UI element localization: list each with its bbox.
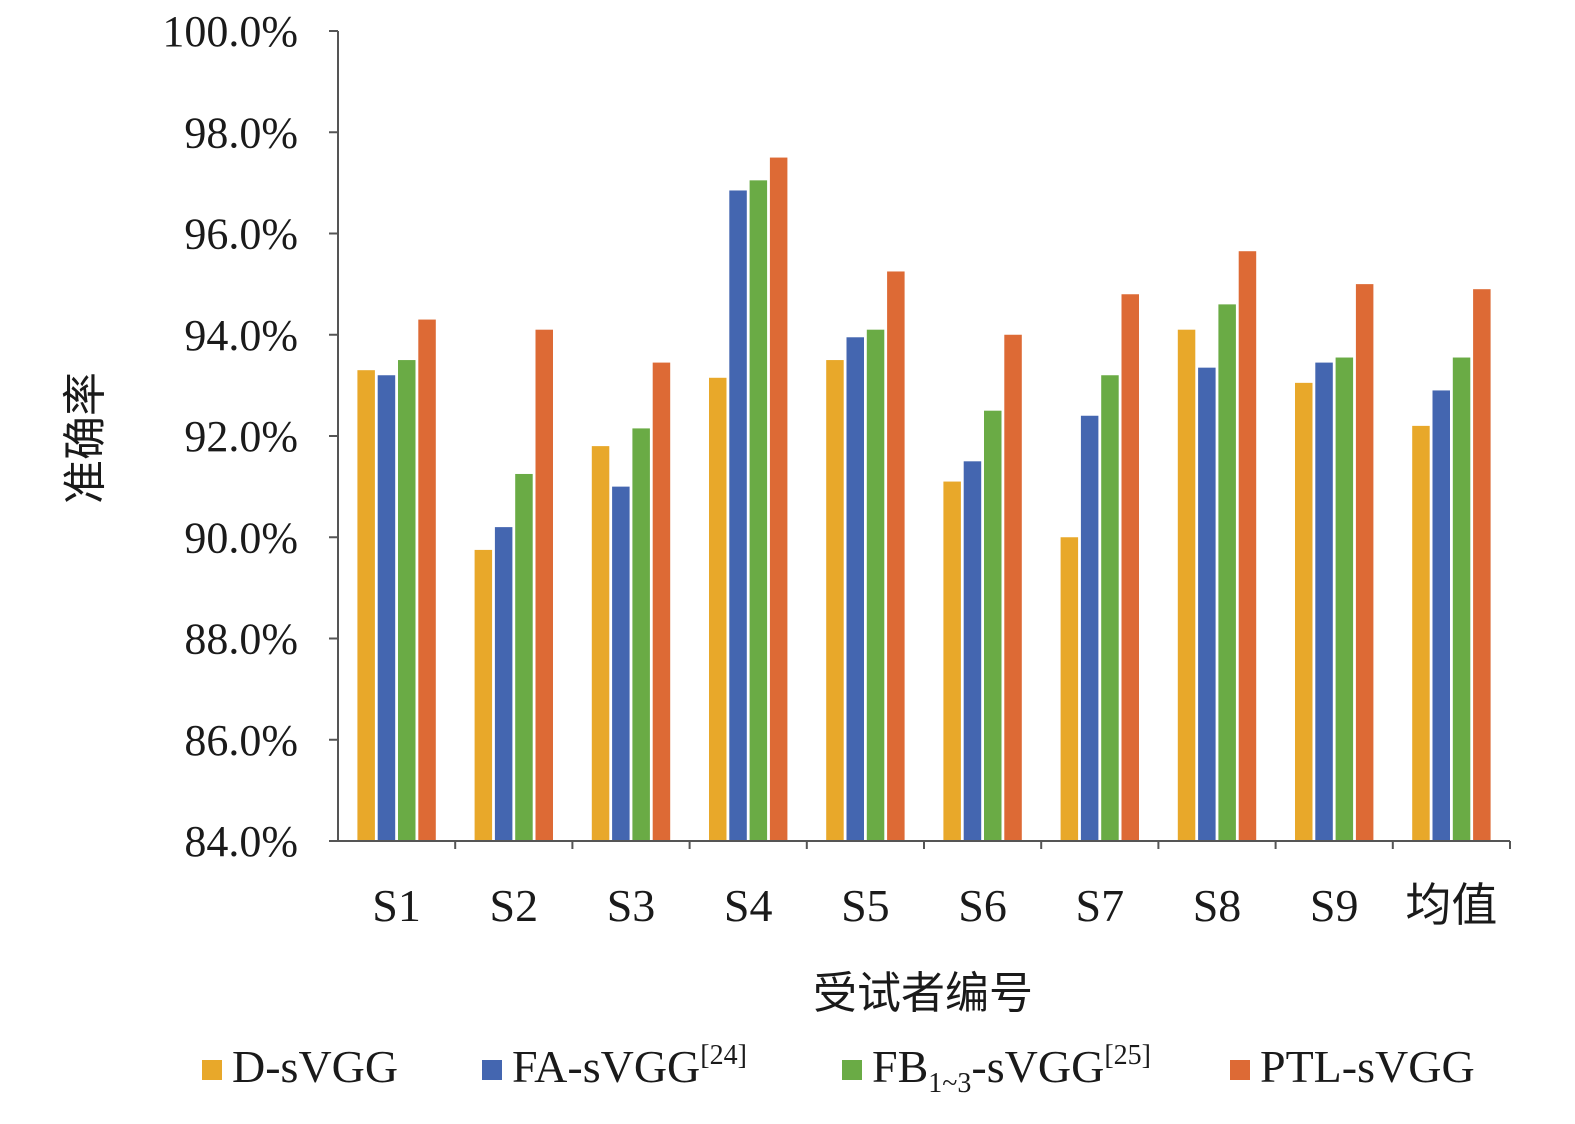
- bar: [769, 157, 788, 841]
- x-tick-label: S9: [1310, 880, 1359, 931]
- x-tick-label: S1: [372, 880, 421, 931]
- legend-swatch: [482, 1060, 502, 1080]
- bar: [1355, 284, 1374, 841]
- bars: [357, 157, 1491, 841]
- bar: [515, 473, 533, 841]
- x-tick-label: S7: [1076, 880, 1125, 931]
- y-tick-label: 92.0%: [184, 412, 298, 461]
- bar: [591, 446, 610, 841]
- bar: [729, 190, 747, 841]
- legend-label: FB1~3-sVGG[25]: [872, 1040, 1151, 1099]
- bar: [984, 410, 1002, 841]
- legend-label: PTL-sVGG: [1260, 1041, 1475, 1092]
- y-tick-label: 98.0%: [184, 108, 298, 157]
- x-tick-label: S3: [607, 880, 656, 931]
- bar: [1080, 415, 1099, 841]
- bar: [846, 337, 864, 841]
- legend-swatch: [1230, 1060, 1250, 1080]
- x-tick-label: S6: [958, 880, 1007, 931]
- bar: [963, 461, 982, 841]
- bar: [1101, 375, 1119, 841]
- bar: [1315, 362, 1333, 841]
- x-tick-label: S2: [490, 880, 539, 931]
- bar: [749, 180, 768, 841]
- bar: [1060, 537, 1079, 841]
- bar: [1121, 294, 1139, 841]
- bar: [709, 377, 727, 841]
- bar: [943, 481, 961, 841]
- bar: [1238, 251, 1257, 841]
- x-tick-label: S5: [841, 880, 890, 931]
- y-tick-label: 96.0%: [184, 210, 298, 259]
- bar: [1295, 382, 1313, 841]
- x-tick-label: 均值: [1405, 880, 1497, 931]
- bar: [1198, 367, 1216, 841]
- bar: [632, 428, 650, 841]
- bar: [887, 271, 905, 841]
- bar: [494, 527, 513, 841]
- bar: [474, 549, 493, 841]
- y-tick-label: 84.0%: [184, 817, 298, 866]
- y-tick-label: 86.0%: [184, 716, 298, 765]
- legend-swatch: [842, 1060, 862, 1080]
- x-axis-category-labels: S1 S2 S3 S4 S5 S6 S7 S8 S9 均值: [372, 841, 1511, 931]
- bar: [418, 319, 436, 841]
- bar: [1177, 329, 1196, 841]
- legend-swatch: [202, 1060, 222, 1080]
- bar: [357, 370, 375, 841]
- y-axis-title: 准确率: [60, 372, 111, 504]
- bar: [612, 486, 630, 841]
- x-axis-title: 受试者编号: [813, 968, 1033, 1019]
- legend-label: D-sVGG: [232, 1041, 398, 1092]
- bar: [535, 329, 553, 841]
- bar: [377, 375, 396, 841]
- x-tick-label: S8: [1193, 880, 1242, 931]
- bar: [398, 360, 416, 841]
- bar: [1335, 357, 1354, 841]
- bar: [826, 360, 844, 841]
- y-axis-ticks: 84.0% 86.0% 88.0% 90.0% 92.0% 94.0% 96.0% 98.0%…: [162, 7, 338, 866]
- bar: [1412, 425, 1430, 841]
- bar: [1452, 357, 1471, 841]
- bar: [1432, 390, 1450, 841]
- y-tick-label: 100.0%: [162, 7, 298, 56]
- bar: [1218, 304, 1236, 841]
- y-tick-label: 90.0%: [184, 513, 298, 562]
- bar: [652, 362, 671, 841]
- legend: D-sVGG FA-sVGG[24] FB1~3-sVGG[25] PTL-sVGG: [202, 1040, 1475, 1099]
- bar: [866, 329, 885, 841]
- bar: [1004, 334, 1022, 841]
- y-tick-label: 94.0%: [184, 311, 298, 360]
- bar: [1473, 289, 1491, 841]
- x-tick-label: S4: [724, 880, 773, 931]
- legend-label: FA-sVGG[24]: [512, 1040, 747, 1092]
- y-tick-label: 88.0%: [184, 615, 298, 664]
